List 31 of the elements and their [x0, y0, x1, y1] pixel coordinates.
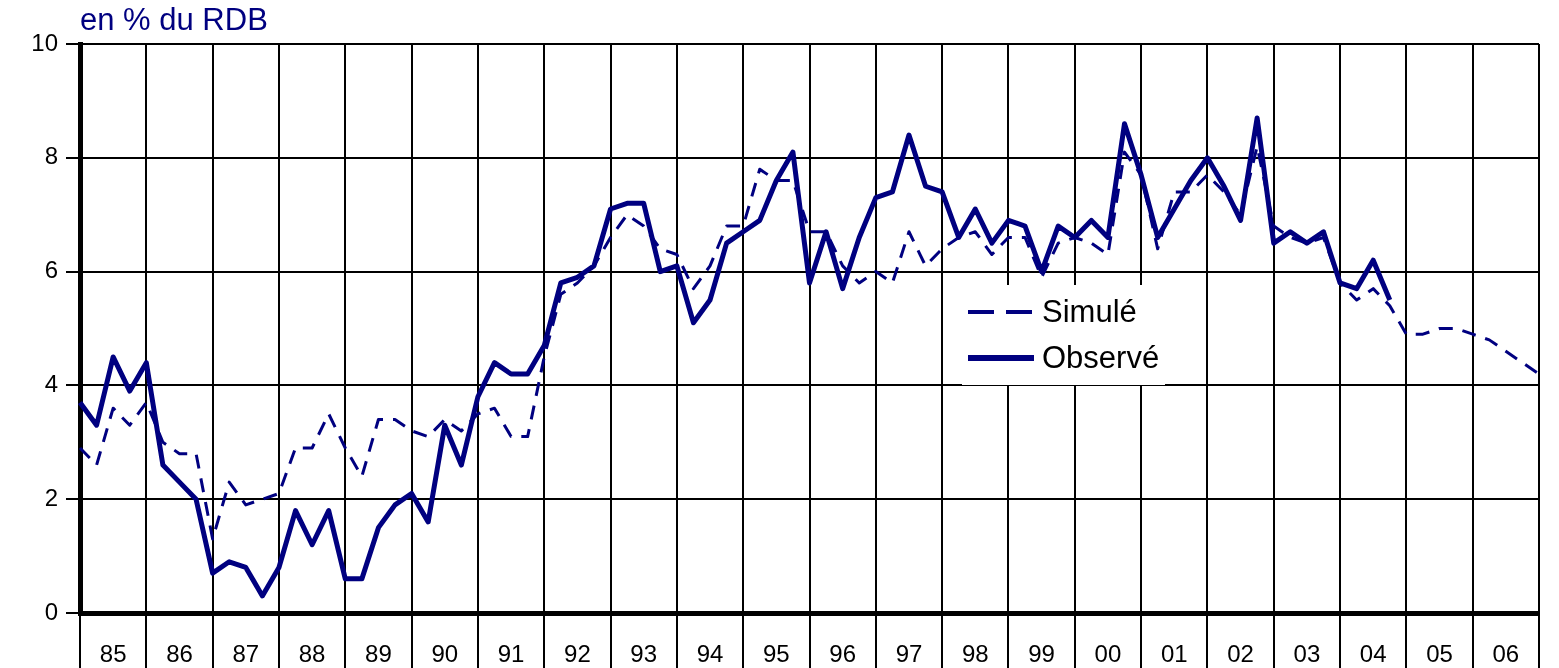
y-axis-title: en % du RDB: [80, 2, 268, 38]
x-tick-label: 02: [1227, 640, 1254, 668]
x-tick-label: 01: [1160, 640, 1188, 668]
y-tick-label: 2: [44, 483, 58, 511]
x-tick-label: 97: [895, 640, 923, 668]
x-tick-label: 99: [1028, 640, 1055, 668]
x-tick-label: 89: [365, 640, 392, 668]
y-tick-label: 10: [31, 28, 58, 56]
x-tick-label: 92: [564, 640, 591, 668]
x-tick-label: 05: [1426, 640, 1453, 668]
x-tick-label: 98: [961, 640, 989, 668]
y-tick-label: 8: [44, 142, 58, 170]
x-tick-label: 06: [1492, 640, 1520, 668]
x-tick-label: 88: [298, 640, 326, 668]
x-tick-label: 04: [1359, 640, 1387, 668]
x-tick-label: 85: [99, 640, 127, 668]
y-tick-label: 6: [44, 256, 58, 284]
legend-label: Observé: [1042, 340, 1160, 376]
x-tick-label: 95: [762, 640, 790, 668]
y-tick-label: 0: [44, 597, 58, 625]
x-tick-label: 91: [497, 640, 525, 668]
x-tick-label: 00: [1094, 640, 1122, 668]
x-tick-label: 96: [829, 640, 857, 668]
x-tick-label: 93: [630, 640, 658, 668]
x-tick-label: 03: [1293, 640, 1321, 668]
legend-label: Simulé: [1042, 294, 1137, 330]
x-tick-label: 86: [166, 640, 193, 668]
y-tick-label: 4: [44, 370, 58, 398]
x-tick-label: 87: [232, 640, 260, 668]
x-tick-label: 94: [696, 640, 724, 668]
x-tick-label: 90: [431, 640, 459, 668]
